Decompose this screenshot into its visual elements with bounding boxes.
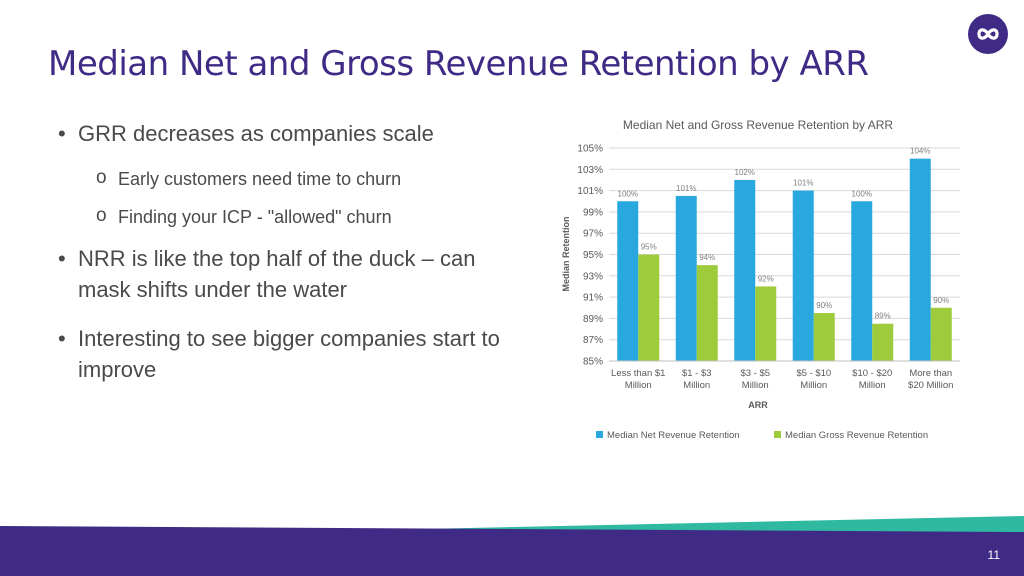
x-tick-label: $20 Million xyxy=(908,380,953,391)
gross-data-label: 95% xyxy=(641,243,657,252)
x-tick-label: $10 - $20 xyxy=(852,368,892,379)
net-data-label: 102% xyxy=(735,168,755,177)
net-retention-bar xyxy=(734,179,756,361)
y-tick-label: 89% xyxy=(583,314,603,325)
chart-title: Median Net and Gross Revenue Retention b… xyxy=(623,118,893,132)
retention-bar-chart: Median Net and Gross Revenue Retention b… xyxy=(561,118,960,441)
legend-swatch xyxy=(596,431,603,438)
y-tick-label: 105% xyxy=(577,144,603,155)
y-tick-label: 95% xyxy=(583,250,603,261)
y-tick-label: 91% xyxy=(583,293,603,304)
legend-swatch xyxy=(774,431,781,438)
gross-retention-bar xyxy=(872,323,894,361)
bullet-item: Interesting to see bigger companies star… xyxy=(58,323,508,385)
gross-retention-bar xyxy=(813,313,835,361)
x-tick-label: $5 - $10 xyxy=(796,368,831,379)
y-tick-label: 93% xyxy=(583,271,603,282)
footer-purple-band xyxy=(0,526,1024,576)
y-tick-label: 85% xyxy=(583,357,603,368)
x-tick-label: $1 - $3 xyxy=(682,368,712,379)
gross-retention-bar xyxy=(696,265,718,361)
net-retention-bar xyxy=(617,201,639,361)
net-data-label: 101% xyxy=(793,179,813,188)
x-tick-label: More than xyxy=(909,368,952,379)
infinity-icon xyxy=(977,28,999,40)
y-tick-label: 87% xyxy=(583,335,603,346)
y-axis-label: Median Retention xyxy=(561,216,571,291)
gross-data-label: 94% xyxy=(699,253,715,262)
sub-bullet-item: Finding your ICP - "allowed" churn xyxy=(58,204,508,229)
x-tick-label: Million xyxy=(859,380,886,391)
legend-label: Median Net Revenue Retention xyxy=(607,430,740,441)
slide-title: Median Net and Gross Revenue Retention b… xyxy=(48,44,869,84)
net-retention-bar xyxy=(851,201,873,361)
net-data-label: 101% xyxy=(676,184,696,193)
x-tick-label: $3 - $5 xyxy=(740,368,770,379)
y-tick-label: 97% xyxy=(583,229,603,240)
net-retention-bar xyxy=(792,190,814,361)
legend-label: Median Gross Revenue Retention xyxy=(785,430,928,441)
page-number: 11 xyxy=(987,548,1000,562)
net-data-label: 104% xyxy=(910,147,930,156)
y-tick-label: 103% xyxy=(577,165,603,176)
gross-data-label: 89% xyxy=(875,312,891,321)
gross-data-label: 92% xyxy=(758,274,774,283)
net-retention-bar xyxy=(909,158,931,361)
bullet-item: NRR is like the top half of the duck – c… xyxy=(58,243,508,305)
net-data-label: 100% xyxy=(852,189,872,198)
logo xyxy=(968,14,1008,54)
net-data-label: 100% xyxy=(618,189,638,198)
gross-data-label: 90% xyxy=(933,296,949,305)
x-tick-label: Million xyxy=(625,380,652,391)
y-tick-label: 99% xyxy=(583,207,603,218)
x-tick-label: Million xyxy=(800,380,827,391)
gross-retention-bar xyxy=(930,307,952,361)
bullet-item: GRR decreases as companies scale xyxy=(58,118,508,149)
x-tick-label: Million xyxy=(683,380,710,391)
footer-band xyxy=(0,516,1024,576)
x-tick-label: Less than $1 xyxy=(611,368,665,379)
bullet-list: GRR decreases as companies scale Early c… xyxy=(58,118,508,403)
sub-bullet-item: Early customers need time to churn xyxy=(58,166,508,191)
gross-retention-bar xyxy=(755,286,777,361)
gross-data-label: 90% xyxy=(816,301,832,310)
net-retention-bar xyxy=(675,195,697,361)
y-tick-label: 101% xyxy=(577,186,603,197)
x-tick-label: Million xyxy=(742,380,769,391)
gross-retention-bar xyxy=(638,254,660,361)
x-axis-label: ARR xyxy=(748,400,768,410)
